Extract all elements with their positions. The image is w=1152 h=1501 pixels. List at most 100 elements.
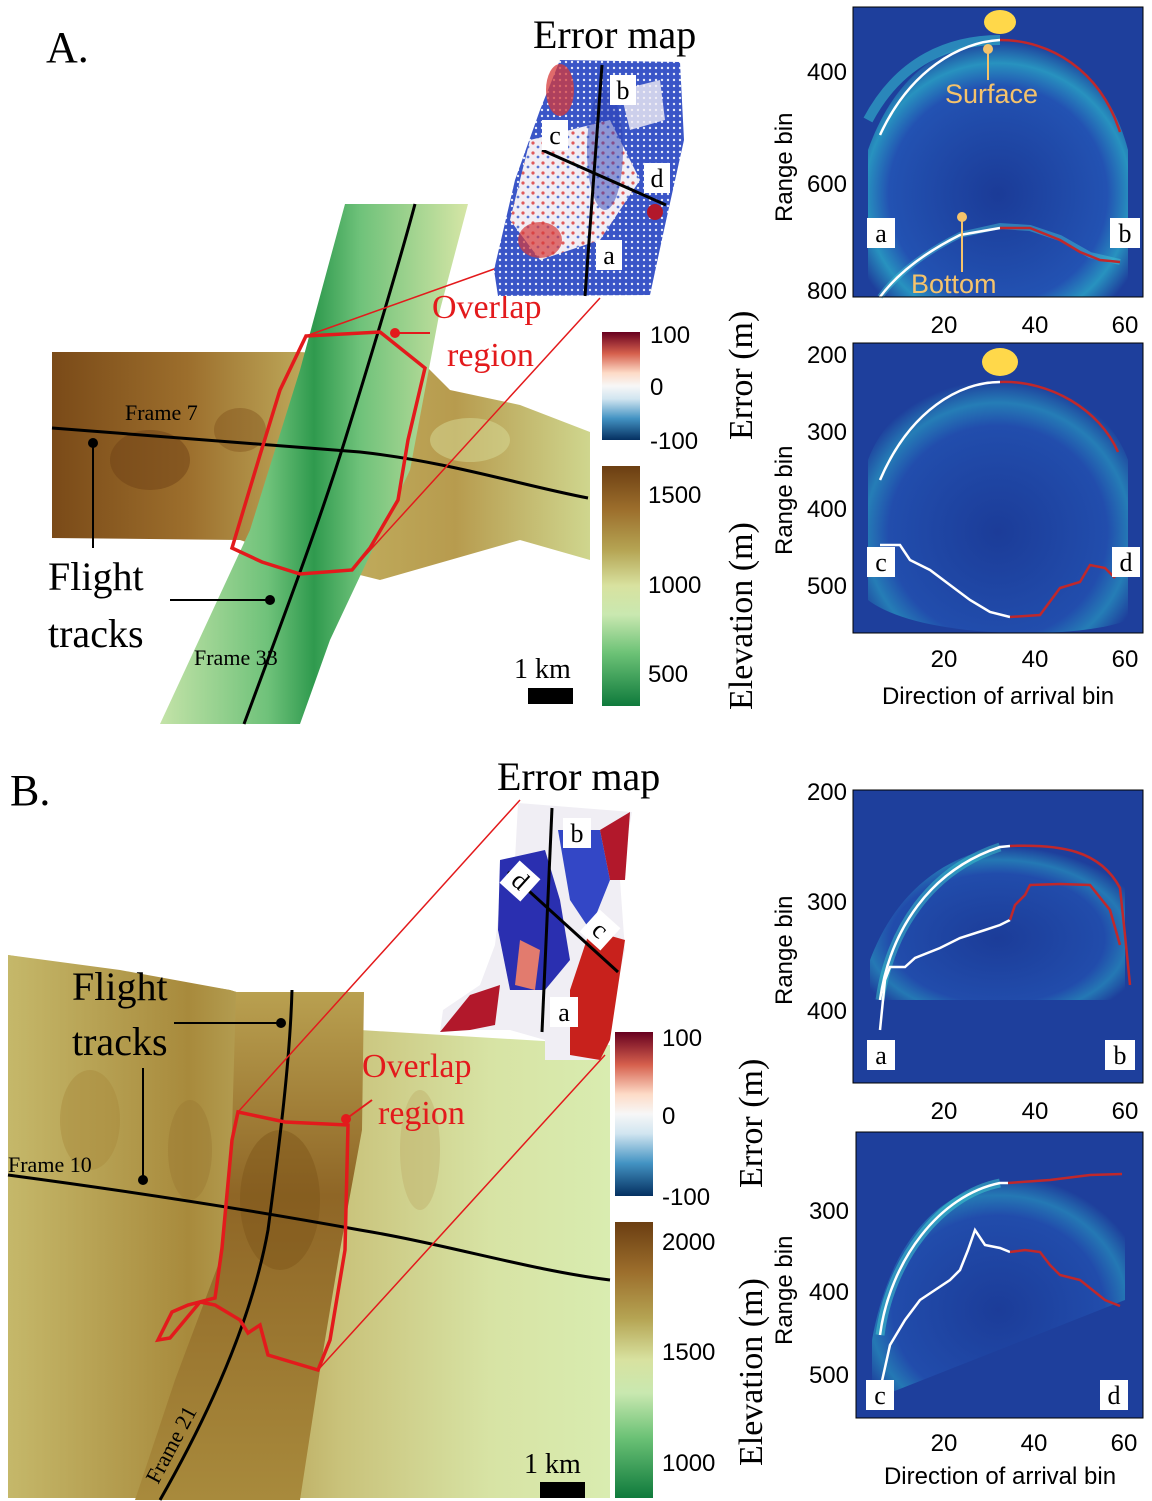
overlap-b-l2: region (378, 1095, 465, 1132)
echo-a2-corner-right: d (1120, 548, 1133, 577)
echo-b2-xtick-60: 60 (1111, 1430, 1138, 1457)
error-map-title: Error map (533, 12, 696, 57)
elevation-colorbar-label: Elevation (m) (723, 522, 760, 710)
frame-7-label: Frame 7 (125, 400, 198, 425)
echo-a1-xtick-60: 60 (1112, 312, 1139, 339)
echo-b1-xtick-40: 40 (1022, 1098, 1049, 1125)
echo-b1-ylabel: Range bin (771, 896, 798, 1005)
echo-b1-corner-left: a (875, 1041, 887, 1070)
frame-33-label: Frame 33 (194, 645, 278, 670)
error-b-line-a: a (558, 998, 570, 1027)
echogram-b-ab: a b (852, 789, 1144, 1084)
echo-b2-ytick-300: 300 (809, 1198, 849, 1225)
echo-b2-xlabel: Direction of arrival bin (884, 1463, 1116, 1490)
elevation-b-tick-1000: 1000 (662, 1450, 715, 1477)
elevation-colorbar (602, 466, 640, 706)
elevation-colorbar-label-b: Elevation (m) (733, 1278, 770, 1466)
overlap-label-l2: region (447, 337, 534, 374)
flight-tracks-b-l1: Flight (72, 964, 168, 1009)
error-colorbar-label-b: Error (m) (733, 1059, 770, 1188)
error-map: b c d a (494, 60, 684, 297)
echo-b1-xtick-20: 20 (931, 1098, 958, 1125)
echo-a2-ylabel: Range bin (771, 446, 798, 555)
echogram-a-ab: Surface Bottom a b (852, 6, 1144, 299)
frame-7-track (51, 426, 589, 500)
echo-a2-ytick-200: 200 (807, 342, 847, 369)
echo-a1-xtick-20: 20 (931, 312, 958, 339)
echo-a2-ytick-300: 300 (807, 419, 847, 446)
flight-tracks-label-l1: Flight (48, 554, 144, 599)
echo-b1-ytick-300: 300 (807, 889, 847, 916)
frame-33-track (242, 203, 417, 725)
error-tick-0: 0 (650, 374, 663, 401)
error-line-c: c (549, 121, 561, 150)
elevation-b-tick-2000: 2000 (662, 1229, 715, 1256)
echo-a1-corner-left: a (875, 219, 887, 248)
error-b-line-b: b (571, 819, 584, 848)
frame-10-label: Frame 10 (8, 1152, 92, 1177)
error-line-b: b (617, 76, 630, 105)
elevation-tick-1500: 1500 (648, 482, 701, 509)
error-tick-neg100: -100 (650, 428, 698, 455)
echo-b2-ytick-400: 400 (809, 1279, 849, 1306)
echo-a1-ytick-800: 800 (807, 278, 847, 305)
error-b-tick-0: 0 (662, 1103, 675, 1130)
error-b-tick-100: 100 (662, 1025, 702, 1052)
echo-a2-ytick-400: 400 (807, 496, 847, 523)
echo-b1-ytick-400: 400 (807, 998, 847, 1025)
overlap-region-outline-b (154, 1109, 350, 1373)
panel-a-label: A. (46, 23, 89, 72)
panel-b-elevation-map (7, 799, 611, 1501)
error-colorbar-b (615, 1032, 653, 1196)
echo-b2-xtick-20: 20 (931, 1430, 958, 1457)
frame-10-track (7, 1173, 611, 1282)
frame-21-track (158, 989, 294, 1501)
elevation-colorbar-b (615, 1222, 653, 1498)
panel-b: B. Frame 10 Frame 21 F (7, 754, 1144, 1501)
error-colorbar (602, 332, 640, 440)
echo-b2-corner-right: d (1108, 1381, 1121, 1410)
echo-b2-xtick-40: 40 (1021, 1430, 1048, 1457)
echo-a2-xtick-40: 40 (1022, 646, 1049, 673)
error-line-d: d (651, 164, 664, 193)
echo-a2-xlabel: Direction of arrival bin (882, 683, 1114, 710)
echo-b1-xtick-60: 60 (1112, 1098, 1139, 1125)
scale-bar-b (540, 1482, 585, 1498)
echo-a2-corner-left: c (875, 548, 887, 577)
elevation-b-tick-1500: 1500 (662, 1339, 715, 1366)
echo-a1-ytick-400: 400 (807, 59, 847, 86)
echo-a1-corner-right: b (1119, 219, 1132, 248)
echo-a2-xtick-60: 60 (1112, 646, 1139, 673)
scale-bar (528, 688, 573, 704)
echogram-a-cd: c d (852, 342, 1144, 634)
echo-a2-ytick-500: 500 (807, 573, 847, 600)
panel-a: A. Frame 7 Fra (46, 6, 1144, 725)
annotation-bottom: Bottom (911, 269, 997, 299)
overlap-b-l1: Overlap (362, 1048, 472, 1085)
annotation-surface: Surface (945, 79, 1038, 109)
error-map-b: b d c a (440, 803, 632, 1060)
echo-b1-corner-right: b (1114, 1041, 1127, 1070)
echo-a1-ytick-600: 600 (807, 171, 847, 198)
echo-a1-xtick-40: 40 (1022, 312, 1049, 339)
error-tick-100: 100 (650, 322, 690, 349)
error-line-a: a (603, 241, 615, 270)
error-map-title-b: Error map (497, 754, 660, 799)
elevation-tick-500: 500 (648, 661, 688, 688)
flight-tracks-label-l2: tracks (48, 611, 144, 656)
echo-b1-ytick-200: 200 (807, 779, 847, 806)
echogram-b-cd: c d (855, 1131, 1144, 1419)
flight-tracks-b-l2: tracks (72, 1019, 168, 1064)
echo-a2-xtick-20: 20 (931, 646, 958, 673)
echo-b2-corner-left: c (874, 1381, 886, 1410)
error-colorbar-label: Error (m) (723, 311, 760, 440)
panel-a-elevation-map (51, 203, 601, 725)
echo-a1-ylabel: Range bin (771, 113, 798, 222)
elevation-tick-1000: 1000 (648, 572, 701, 599)
error-b-tick-neg100: -100 (662, 1184, 710, 1211)
echo-b2-ylabel: Range bin (771, 1236, 798, 1345)
scale-label-b: 1 km (524, 1449, 581, 1480)
echo-b2-ytick-500: 500 (809, 1362, 849, 1389)
scale-label: 1 km (514, 654, 571, 685)
